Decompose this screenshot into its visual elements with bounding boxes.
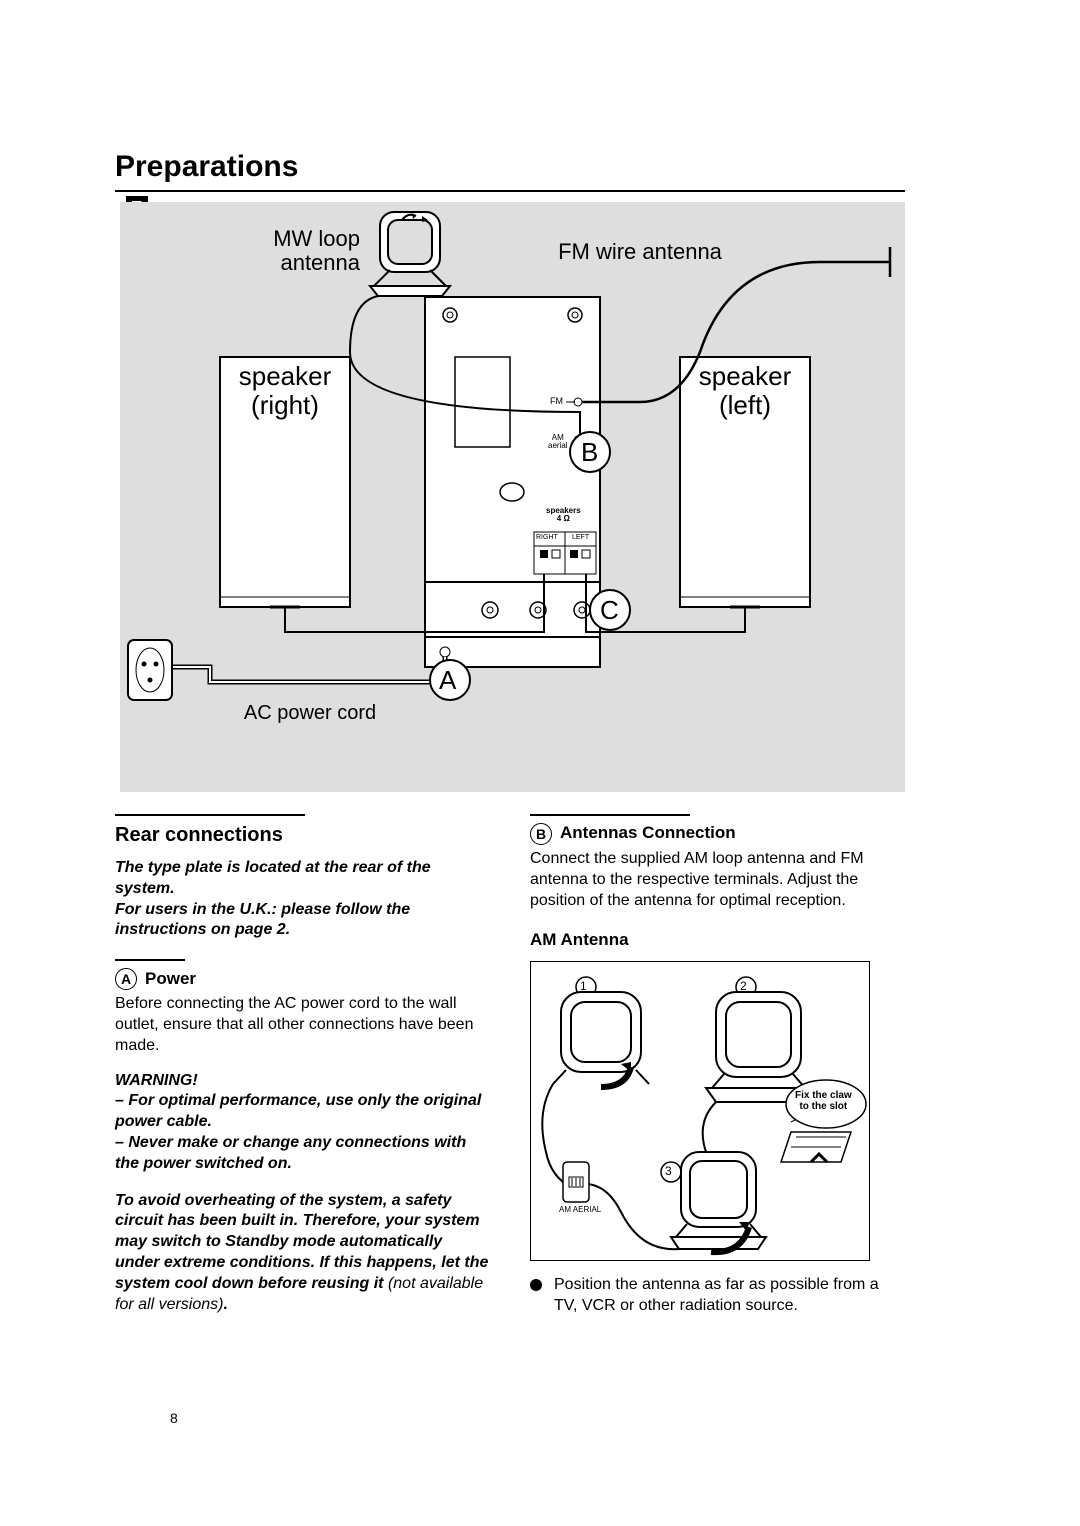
- left-column: Rear connections The type plate is locat…: [115, 814, 490, 1317]
- sub-rule-a: [115, 959, 185, 961]
- am-aerial-label: AM AERIAL: [559, 1205, 601, 1215]
- page-number: 8: [170, 1410, 178, 1426]
- marker-a: A: [439, 666, 456, 695]
- warning-head: WARNING!: [115, 1071, 490, 1092]
- antennas-body: Connect the supplied AM loop antenna and…: [530, 849, 905, 911]
- warning-2: – Never make or change any connections w…: [115, 1133, 490, 1175]
- label-mw-loop: MW loop antenna: [200, 227, 360, 275]
- am-step-2: 2: [740, 979, 747, 995]
- overheat-period: .: [223, 1296, 227, 1313]
- marker-c: C: [600, 596, 619, 625]
- am-bullet-row: Position the antenna as far as possible …: [530, 1275, 905, 1317]
- label-right-small: RIGHT: [536, 534, 558, 542]
- label-fm-small: FM: [550, 397, 563, 407]
- marker-a-inline: A: [115, 968, 137, 990]
- label-fm-wire: FM wire antenna: [510, 240, 770, 264]
- section-title-rear: Rear connections: [115, 822, 490, 848]
- am-antenna-head: AM Antenna: [530, 929, 905, 951]
- right-column: B Antennas Connection Connect the suppli…: [530, 814, 905, 1317]
- label-speaker-left: speaker (left): [685, 362, 805, 419]
- label-ac-power: AC power cord: [210, 702, 410, 724]
- am-antenna-figure: 1 2 3 Fix the claw to the slot AM AERIAL: [530, 961, 870, 1261]
- sub-rule-b: [530, 814, 690, 816]
- power-body: Before connecting the AC power cord to t…: [115, 994, 490, 1056]
- sub-head-power: Power: [145, 968, 196, 990]
- sub-head-antennas: Antennas Connection: [560, 822, 736, 844]
- label-speakers-small: speakers 4 Ω: [546, 507, 581, 523]
- am-step-3: 3: [665, 1164, 672, 1180]
- type-plate-note: The type plate is located at the rear of…: [115, 858, 490, 900]
- marker-b: B: [581, 438, 598, 467]
- warning-1: – For optimal performance, use only the …: [115, 1091, 490, 1133]
- text-columns: Rear connections The type plate is locat…: [115, 814, 905, 1317]
- am-fix-claw-label: Fix the claw to the slot: [795, 1090, 852, 1112]
- page: English Preparations: [0, 0, 1080, 1526]
- label-speaker-right: speaker (right): [225, 362, 345, 419]
- page-title: Preparations: [115, 150, 965, 184]
- subsection-a: A Power Before connecting the AC power c…: [115, 959, 490, 1315]
- title-rule: [115, 190, 905, 192]
- marker-b-inline: B: [530, 823, 552, 845]
- section-rule: [115, 814, 305, 816]
- am-bullet-text: Position the antenna as far as possible …: [554, 1275, 905, 1317]
- overheat-para: To avoid overheating of the system, a sa…: [115, 1191, 490, 1316]
- uk-note: For users in the U.K.: please follow the…: [115, 900, 490, 942]
- connection-diagram: MW loop antenna FM wire antenna speaker …: [120, 202, 905, 792]
- am-step-1: 1: [580, 979, 587, 995]
- label-left-small: LEFT: [572, 534, 589, 542]
- bullet-icon: [530, 1279, 542, 1291]
- label-am-aerial-small: AM aerial: [548, 434, 568, 450]
